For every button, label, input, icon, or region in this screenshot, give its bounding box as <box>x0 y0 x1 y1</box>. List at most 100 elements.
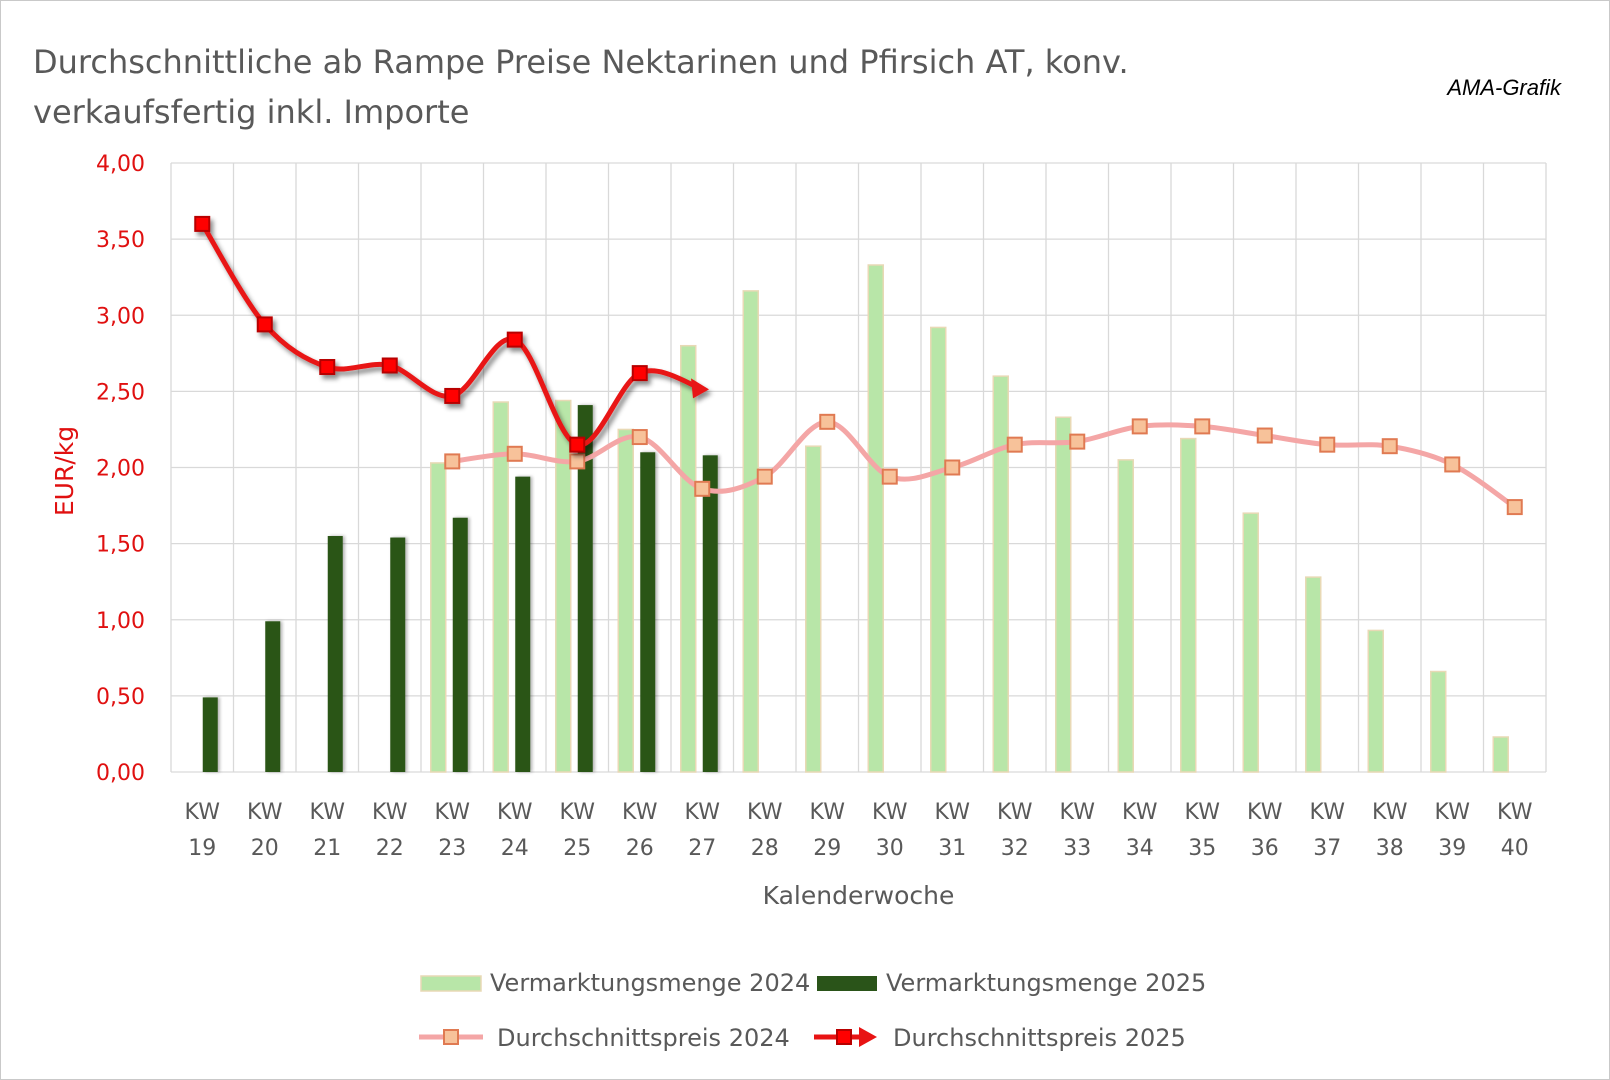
marker-2025 <box>256 316 273 333</box>
x-tick-label: 26 <box>626 836 654 861</box>
y-tick-label: 0,00 <box>96 761 145 786</box>
x-tick-label: 31 <box>938 836 966 861</box>
x-tick-label: KW <box>1497 800 1533 825</box>
y-tick-label: 3,00 <box>96 304 145 329</box>
marker-2024 <box>506 445 523 462</box>
x-tick-label: 35 <box>1188 836 1216 861</box>
marker-2024 <box>1506 499 1523 516</box>
x-tick-label: KW <box>622 800 658 825</box>
marker-2024 <box>569 453 586 470</box>
y-tick-label: 3,50 <box>96 228 145 253</box>
line-path-2025 <box>200 222 702 448</box>
x-tick-label: KW <box>1247 800 1283 825</box>
bar-2025 <box>640 452 656 772</box>
x-tick-label: 34 <box>1126 836 1154 861</box>
bars-vermarktungsmenge-2025 <box>202 405 718 772</box>
y-tick-label: 2,00 <box>96 457 145 482</box>
x-tick-label: KW <box>310 800 346 825</box>
legend-label: Vermarktungsmenge 2024 <box>490 969 810 997</box>
bar-2024 <box>1305 576 1322 773</box>
bar-2025 <box>515 476 531 772</box>
marker-2024 <box>1131 418 1148 435</box>
x-tick-label: 33 <box>1063 836 1091 861</box>
bar-2024 <box>680 344 697 773</box>
line-2025-shadowed <box>194 215 709 453</box>
x-tick-label: KW <box>1310 800 1346 825</box>
bar-2024 <box>1055 416 1072 773</box>
x-tick-label: 37 <box>1313 836 1341 861</box>
marker-2024 <box>1006 436 1023 453</box>
x-axis-title: Kalenderwoche <box>763 881 955 910</box>
bar-2025 <box>452 517 468 772</box>
x-tick-label: KW <box>497 800 533 825</box>
legend-swatch-marker-2024 <box>443 1029 459 1045</box>
marker-2025 <box>381 357 398 374</box>
x-tick-label: 27 <box>688 836 716 861</box>
bar-2024 <box>1430 670 1447 773</box>
line-durchschnittspreis-2024 <box>444 413 1523 516</box>
legend-swatch-bar-2024 <box>420 975 482 992</box>
bar-2024 <box>430 462 447 773</box>
marker-2025 <box>506 331 523 348</box>
bar-2024 <box>1367 629 1384 773</box>
bar-2025 <box>702 455 718 772</box>
marker-2025 <box>569 436 586 453</box>
y-tick-label: 1,50 <box>96 533 145 558</box>
x-tick-label: 21 <box>313 836 341 861</box>
x-tick-label: KW <box>435 800 471 825</box>
bar-2024 <box>1117 459 1134 773</box>
bar-2024 <box>867 264 884 773</box>
chart-credit: AMA-Grafik <box>1447 75 1561 100</box>
x-tick-label: 29 <box>813 836 841 861</box>
x-tick-label: KW <box>1435 800 1471 825</box>
x-tick-label: KW <box>560 800 596 825</box>
x-tick-label: 20 <box>251 836 279 861</box>
marker-2024 <box>881 468 898 485</box>
marker-2024 <box>1319 436 1336 453</box>
bar-2024 <box>555 399 572 773</box>
x-tick-label: 23 <box>438 836 466 861</box>
x-tick-label: KW <box>685 800 721 825</box>
arrowhead-2025 <box>691 378 709 399</box>
bar-2024 <box>930 326 947 773</box>
x-tick-label: 30 <box>876 836 904 861</box>
x-tick-label: 38 <box>1376 836 1404 861</box>
marker-2024 <box>1381 438 1398 455</box>
bar-2024 <box>992 375 1009 773</box>
y-tick-label: 1,00 <box>96 609 145 634</box>
marker-2025 <box>319 359 336 376</box>
marker-2024 <box>1069 433 1086 450</box>
x-tick-label: 36 <box>1251 836 1279 861</box>
x-tick-label: KW <box>247 800 283 825</box>
marker-2024 <box>444 453 461 470</box>
bar-2025 <box>265 621 281 772</box>
x-tick-label: 25 <box>563 836 591 861</box>
x-tick-label: 39 <box>1438 836 1466 861</box>
y-tick-label: 2,50 <box>96 380 145 405</box>
x-tick-label: 40 <box>1501 836 1529 861</box>
legend-label: Vermarktungsmenge 2025 <box>886 969 1206 997</box>
x-tick-label: 24 <box>501 836 529 861</box>
bar-2024 <box>1492 736 1509 773</box>
line-durchschnittspreis-2025 <box>194 215 709 453</box>
bar-2024 <box>742 290 759 773</box>
x-tick-label: KW <box>1060 800 1096 825</box>
x-tick-label: KW <box>810 800 846 825</box>
x-tick-label: KW <box>1185 800 1221 825</box>
bar-2024 <box>1242 512 1259 773</box>
legend-swatch-bar-2025 <box>817 976 877 991</box>
axes: 0,00 0,50 1,00 1,50 2,00 2,50 3,00 3,50 4,00 KW 19… <box>50 152 1533 910</box>
y-tick-label: 4,00 <box>96 152 145 177</box>
x-tick-label: 22 <box>376 836 404 861</box>
marker-2024 <box>1444 456 1461 473</box>
bar-2024 <box>492 401 509 773</box>
legend-swatch-arrow-2025 <box>859 1027 877 1047</box>
bar-2025 <box>390 537 406 772</box>
marker-2024 <box>631 429 648 446</box>
marker-2024 <box>944 459 961 476</box>
marker-2025 <box>631 365 648 382</box>
y-axis-title: EUR/kg <box>50 426 79 516</box>
x-tick-label: KW <box>372 800 408 825</box>
